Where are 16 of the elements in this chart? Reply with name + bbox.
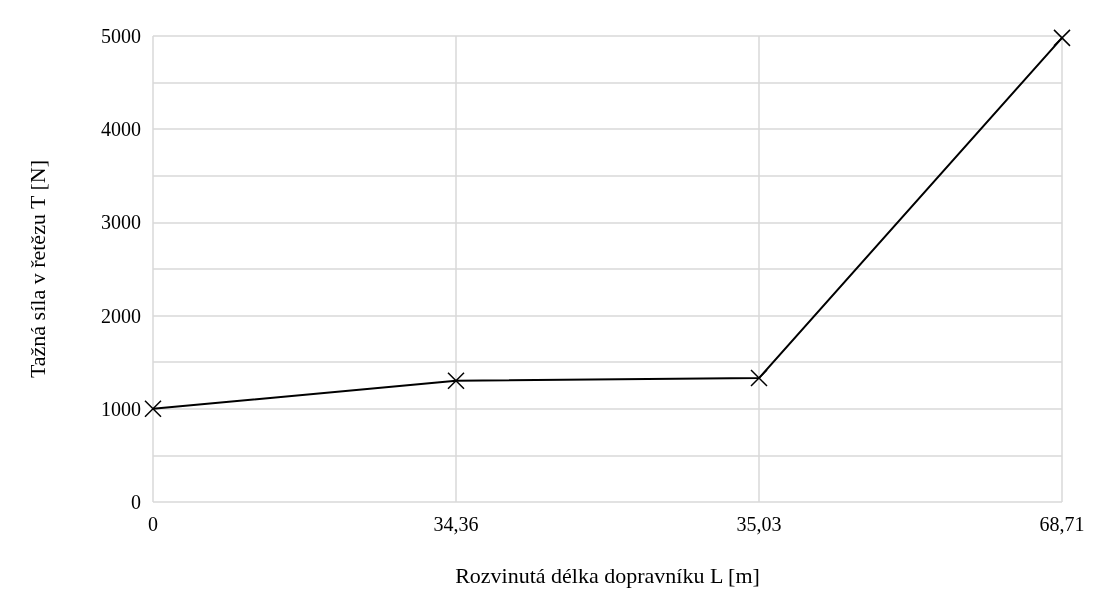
y-tick-label: 1000 [101, 397, 141, 420]
y-tick-label: 5000 [101, 25, 141, 47]
x-axis-title: Rozvinutá délka dopravníku L [m] [455, 562, 760, 588]
y-tick-label: 3000 [101, 211, 141, 234]
y-axis-title: Tažná síla v řetězu T [N] [24, 159, 50, 379]
x-tick-label: 0 [148, 513, 158, 535]
point [447, 372, 465, 390]
y-tick-label: 2000 [101, 304, 141, 327]
y-tick-label: 0 [131, 491, 141, 513]
x-tick-label: 34,36 [433, 513, 479, 535]
x-tick-label: 68,71 [1039, 513, 1085, 535]
point [750, 369, 768, 387]
x-tick-label: 35,03 [736, 513, 782, 535]
y-tick-label: 4000 [101, 118, 141, 141]
point [144, 400, 162, 418]
point [1053, 29, 1071, 47]
